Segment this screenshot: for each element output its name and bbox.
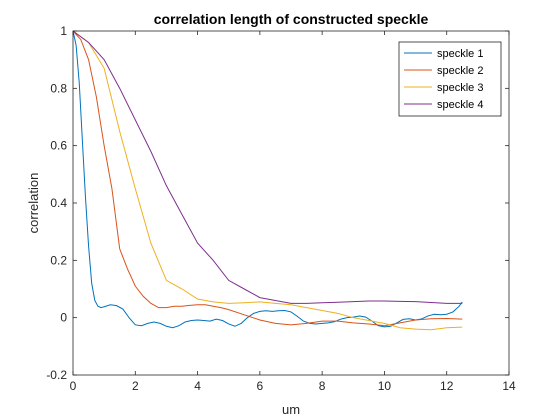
series-line-3 (72, 30, 463, 331)
y-tick-label: 0.6 (50, 139, 67, 153)
y-axis-label: correlation (26, 173, 41, 234)
chart-title: correlation length of constructed speckl… (154, 11, 429, 27)
legend-label-3: speckle 3 (437, 82, 483, 94)
y-tick-label: 0.8 (50, 81, 67, 95)
x-tick-label: 2 (132, 379, 139, 393)
x-tick-label: 6 (257, 379, 264, 393)
y-tick-label: 0.4 (50, 196, 67, 210)
legend-label-1: speckle 1 (437, 48, 483, 60)
legend-box (398, 41, 502, 117)
series-line-4 (72, 30, 463, 304)
axes-layer: 0 2 4 6 8 10 12 14-0.200.20.40.60.81 (46, 24, 516, 393)
y-tick-label: -0.2 (46, 368, 67, 382)
x-tick-label: 0 (70, 379, 77, 393)
x-tick-label: 10 (378, 379, 392, 393)
x-tick-label: 4 (194, 379, 201, 393)
legend: speckle 1 speckle 2 speckle 3 speckle 4 (398, 41, 502, 117)
series-line-2 (72, 30, 463, 327)
series-layer (72, 30, 463, 331)
y-tick-label: 1 (60, 24, 67, 38)
x-tick-label: 12 (440, 379, 454, 393)
legend-label-2: speckle 2 (437, 65, 483, 77)
legend-label-4: speckle 4 (437, 99, 483, 111)
y-tick-label: 0.2 (50, 253, 67, 267)
x-tick-label: 8 (319, 379, 326, 393)
y-tick-label: 0 (60, 311, 67, 325)
x-tick-label: 14 (502, 379, 516, 393)
x-axis-label: um (282, 402, 300, 417)
